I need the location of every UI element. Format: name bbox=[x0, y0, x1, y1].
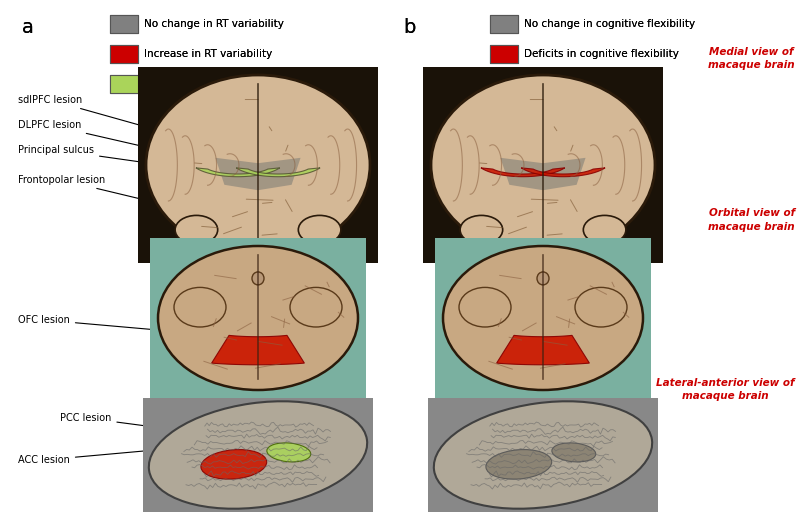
Text: No change in cognitive flexibility: No change in cognitive flexibility bbox=[524, 19, 695, 29]
Text: Principal sulcus: Principal sulcus bbox=[18, 145, 146, 163]
Text: b: b bbox=[403, 18, 415, 37]
Text: Decrease in RT variability: Decrease in RT variability bbox=[144, 79, 277, 89]
Ellipse shape bbox=[252, 272, 264, 285]
FancyBboxPatch shape bbox=[110, 45, 138, 63]
Text: No change in RT variability: No change in RT variability bbox=[144, 19, 284, 29]
FancyBboxPatch shape bbox=[110, 15, 138, 33]
Ellipse shape bbox=[460, 215, 502, 244]
Text: PCC lesion: PCC lesion bbox=[60, 413, 212, 435]
Text: Deficits in cognitive flexibility: Deficits in cognitive flexibility bbox=[524, 49, 679, 59]
Ellipse shape bbox=[486, 449, 552, 479]
Polygon shape bbox=[215, 158, 301, 190]
FancyBboxPatch shape bbox=[423, 67, 663, 263]
Text: b: b bbox=[403, 18, 415, 37]
Ellipse shape bbox=[158, 246, 358, 390]
FancyBboxPatch shape bbox=[490, 45, 518, 63]
Ellipse shape bbox=[431, 75, 655, 255]
Polygon shape bbox=[212, 335, 304, 365]
Text: Medial view of
macaque brain: Medial view of macaque brain bbox=[708, 47, 795, 70]
FancyBboxPatch shape bbox=[110, 45, 138, 63]
Text: sdlPFC lesion: sdlPFC lesion bbox=[18, 95, 147, 127]
FancyBboxPatch shape bbox=[435, 238, 651, 398]
Text: ACC lesion: ACC lesion bbox=[18, 450, 152, 465]
Text: a: a bbox=[22, 18, 34, 37]
Ellipse shape bbox=[434, 401, 652, 509]
Ellipse shape bbox=[175, 215, 218, 244]
Ellipse shape bbox=[201, 449, 266, 479]
Text: Frontopolar lesion: Frontopolar lesion bbox=[18, 175, 142, 199]
Polygon shape bbox=[481, 168, 565, 176]
Ellipse shape bbox=[575, 287, 627, 327]
Polygon shape bbox=[501, 158, 586, 190]
Ellipse shape bbox=[149, 401, 367, 509]
Ellipse shape bbox=[537, 272, 549, 285]
Text: Increase in RT variability: Increase in RT variability bbox=[144, 49, 272, 59]
Text: No change in cognitive flexibility: No change in cognitive flexibility bbox=[524, 19, 695, 29]
Ellipse shape bbox=[552, 443, 596, 462]
FancyBboxPatch shape bbox=[110, 15, 138, 33]
Ellipse shape bbox=[459, 287, 511, 327]
Ellipse shape bbox=[290, 287, 342, 327]
Polygon shape bbox=[236, 168, 320, 176]
FancyBboxPatch shape bbox=[143, 398, 373, 512]
Text: Deficits in cognitive flexibility: Deficits in cognitive flexibility bbox=[524, 49, 679, 59]
FancyBboxPatch shape bbox=[138, 67, 378, 263]
Ellipse shape bbox=[267, 443, 310, 462]
Ellipse shape bbox=[583, 215, 626, 244]
Polygon shape bbox=[522, 168, 605, 176]
FancyBboxPatch shape bbox=[110, 75, 138, 93]
Ellipse shape bbox=[146, 75, 370, 255]
FancyBboxPatch shape bbox=[490, 45, 518, 63]
Text: Orbital view of
macaque brain: Orbital view of macaque brain bbox=[708, 208, 795, 232]
Ellipse shape bbox=[298, 215, 341, 244]
Text: Increase in RT variability: Increase in RT variability bbox=[144, 49, 272, 59]
Polygon shape bbox=[196, 168, 280, 176]
Text: DLPFC lesion: DLPFC lesion bbox=[18, 120, 147, 147]
Text: No change in RT variability: No change in RT variability bbox=[144, 19, 284, 29]
FancyBboxPatch shape bbox=[428, 398, 658, 512]
Text: OFC lesion: OFC lesion bbox=[18, 315, 155, 330]
FancyBboxPatch shape bbox=[490, 15, 518, 33]
Text: Decrease in RT variability: Decrease in RT variability bbox=[144, 79, 277, 89]
FancyBboxPatch shape bbox=[150, 238, 366, 398]
Text: a: a bbox=[22, 18, 34, 37]
FancyBboxPatch shape bbox=[490, 15, 518, 33]
Ellipse shape bbox=[174, 287, 226, 327]
Ellipse shape bbox=[443, 246, 643, 390]
FancyBboxPatch shape bbox=[110, 75, 138, 93]
Text: Lateral-anterior view of
macaque brain: Lateral-anterior view of macaque brain bbox=[657, 378, 795, 401]
Polygon shape bbox=[497, 335, 590, 365]
